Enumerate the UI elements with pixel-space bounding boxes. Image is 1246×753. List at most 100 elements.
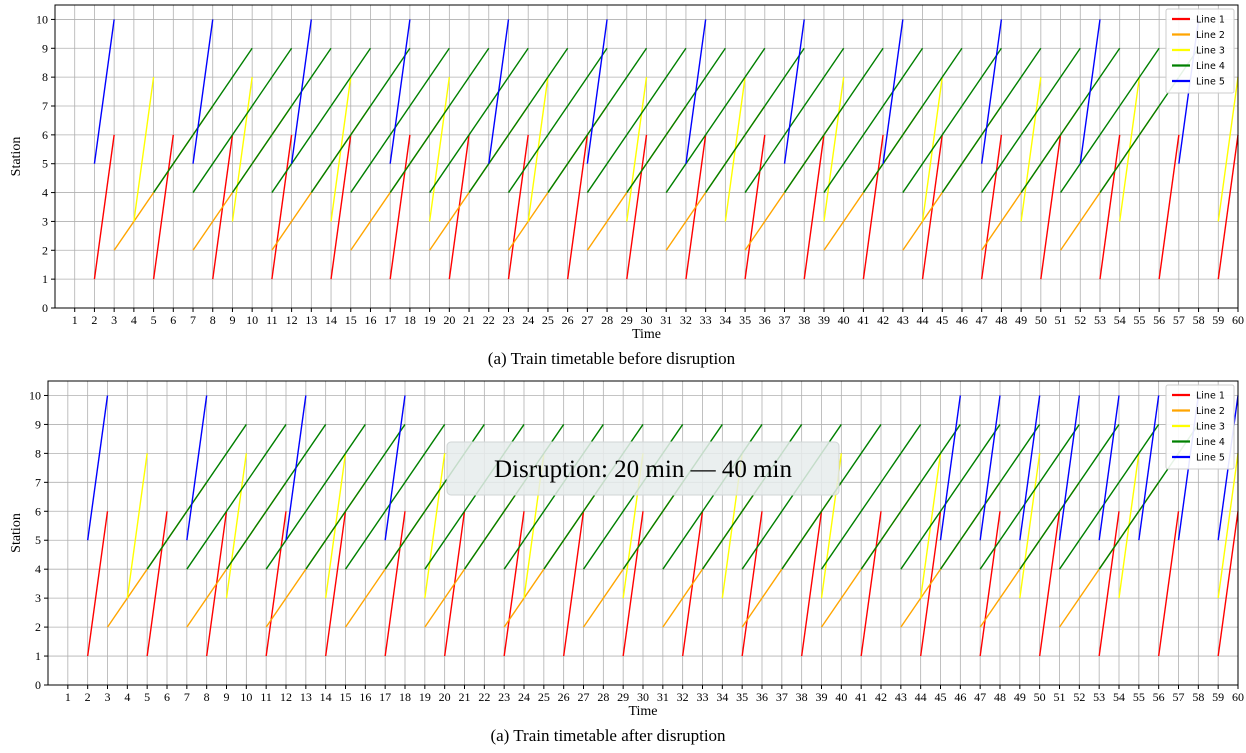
x-tick-label: 33	[697, 690, 709, 704]
trip-line	[225, 424, 327, 570]
trip-line	[939, 424, 1041, 570]
x-tick-label: 21	[459, 690, 471, 704]
trip-line	[980, 19, 1003, 164]
trip-line	[1020, 47, 1121, 193]
trip-line	[626, 47, 726, 193]
x-tick-label: 30	[637, 690, 649, 704]
trip-line	[290, 19, 313, 164]
x-tick-label: 33	[700, 313, 712, 327]
x-tick-label: 55	[1133, 313, 1145, 327]
x-tick-label: 47	[976, 313, 988, 327]
trip-line	[153, 47, 253, 193]
x-tick-label: 48	[995, 313, 1007, 327]
x-tick-label: 6	[164, 690, 170, 704]
x-tick-label: 24	[522, 313, 534, 327]
trip-line	[1020, 77, 1042, 222]
trip-line	[146, 424, 247, 570]
x-tick-label: 12	[280, 690, 292, 704]
trip-line	[310, 47, 411, 193]
legend-label: Line 5	[1196, 453, 1225, 464]
x-tick-label: 4	[131, 313, 137, 327]
y-tick-label: 2	[42, 243, 48, 257]
x-tick-label: 4	[124, 690, 130, 704]
trip-line	[389, 134, 411, 280]
trip-line	[783, 19, 805, 164]
trip-line	[860, 424, 961, 570]
x-tick-label: 34	[716, 690, 728, 704]
x-tick-label: 24	[518, 690, 530, 704]
y-tick-label: 9	[35, 417, 41, 431]
trip-line	[979, 424, 1080, 570]
x-tick-label: 19	[424, 313, 436, 327]
x-tick-label: 16	[364, 313, 376, 327]
trip-line	[1019, 424, 1120, 570]
x-tick-label: 13	[300, 690, 312, 704]
x-tick-label: 44	[915, 690, 927, 704]
trip-line	[126, 453, 148, 599]
x-tick-label: 1	[65, 690, 71, 704]
trip-line	[979, 511, 1001, 657]
trip-line	[86, 511, 109, 657]
trip-line	[1217, 511, 1239, 657]
y-tick-label: 3	[35, 591, 41, 605]
y-tick-label: 5	[35, 533, 41, 547]
trip-line	[384, 395, 406, 541]
trip-line	[800, 511, 823, 657]
x-tick-label: 7	[190, 313, 196, 327]
trip-line	[1058, 395, 1081, 541]
trip-line	[152, 134, 174, 280]
trip-line	[389, 19, 411, 164]
x-tick-label: 8	[210, 313, 216, 327]
x-tick-label: 57	[1173, 690, 1185, 704]
x-tick-label: 20	[439, 690, 451, 704]
trip-line	[862, 134, 884, 280]
x-tick-label: 56	[1153, 313, 1165, 327]
trip-line	[823, 47, 924, 193]
trip-line	[305, 424, 406, 570]
x-tick-label: 43	[897, 313, 909, 327]
trip-line	[1158, 134, 1180, 280]
x-tick-label: 25	[538, 690, 550, 704]
x-tick-label: 60	[1232, 313, 1244, 327]
x-tick-label: 52	[1074, 313, 1086, 327]
x-tick-label: 13	[305, 313, 317, 327]
trip-line	[1019, 395, 1041, 541]
x-tick-label: 18	[399, 690, 411, 704]
x-tick-label: 29	[621, 313, 633, 327]
series-line-4	[153, 47, 1200, 193]
x-tick-label: 21	[463, 313, 475, 327]
x-tick-label: 58	[1193, 313, 1205, 327]
timetable-before-chart: 1 2 3 4 5 6 7 8 9 10 11 12 13 14 15 16 17 18 19 20 21 22 23 24 2…	[9, 4, 1244, 368]
x-tick-label: 27	[581, 313, 593, 327]
x-tick-label: 34	[719, 313, 731, 327]
trip-line	[781, 424, 882, 570]
trip-line	[882, 19, 904, 164]
trip-line	[685, 19, 707, 164]
x-tick-label: 39	[818, 313, 830, 327]
trip-line	[1138, 395, 1160, 541]
trip-line	[980, 134, 1003, 280]
x-tick-label: 59	[1212, 690, 1224, 704]
x-tick-label: 43	[895, 690, 907, 704]
trip-line	[93, 19, 115, 164]
legend-label: Line 3	[1196, 46, 1225, 57]
x-tick-label: 51	[1054, 690, 1066, 704]
x-tick-label: 26	[558, 690, 570, 704]
x-tick-label: 29	[617, 690, 629, 704]
y-tick-label: 9	[42, 41, 48, 55]
trip-line	[424, 453, 446, 599]
x-tick-label: 22	[478, 690, 490, 704]
y-tick-label: 4	[35, 562, 41, 576]
trip-line	[1040, 134, 1062, 280]
x-axis-label: Time	[628, 704, 657, 719]
trip-line	[1099, 134, 1121, 280]
trip-line	[823, 77, 845, 222]
x-tick-label: 9	[229, 313, 235, 327]
y-tick-label: 7	[42, 99, 48, 113]
series-line-1	[86, 511, 1239, 657]
x-tick-label: 36	[756, 690, 768, 704]
x-tick-label: 41	[857, 313, 869, 327]
x-tick-label: 8	[204, 690, 210, 704]
disruption-annotation-text: Disruption: 20 min — 40 min	[494, 456, 792, 483]
x-axis-label: Time	[632, 327, 661, 342]
